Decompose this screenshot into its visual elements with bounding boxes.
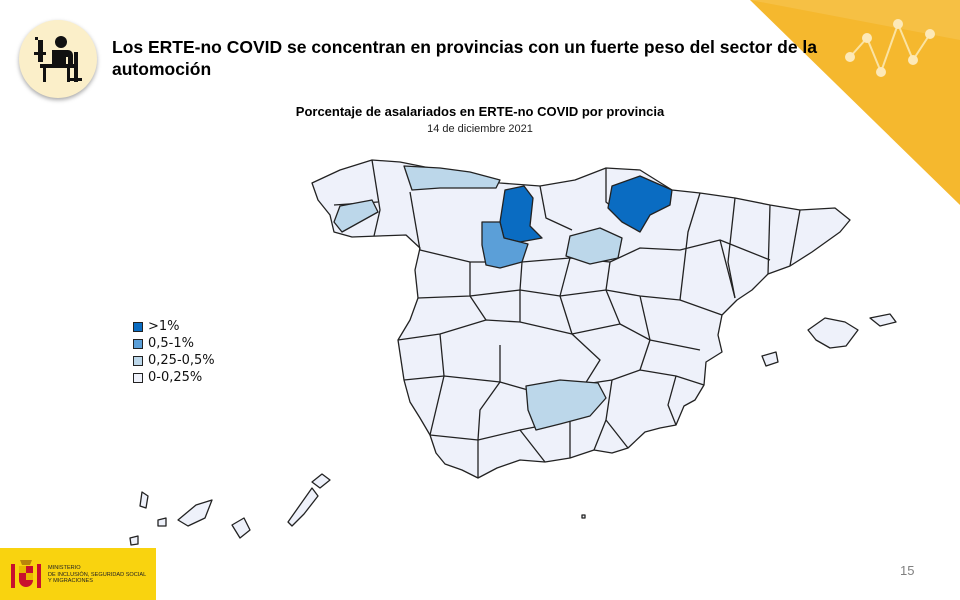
island-ibiza [761, 351, 779, 367]
island-la-palma [139, 491, 149, 509]
network-dots-icon [845, 19, 935, 77]
province-jaen [525, 379, 607, 431]
coat-of-arms-icon [11, 560, 41, 588]
legend-swatch [133, 355, 143, 366]
legend-item: 0-0,25% [133, 369, 215, 386]
page-number: 15 [900, 563, 915, 578]
map-title: Porcentaje de asalariados en ERTE-no COV… [295, 104, 665, 119]
legend-swatch [133, 372, 143, 383]
legend-label: >1% [148, 319, 180, 334]
legend-item: 0,5-1% [133, 335, 215, 352]
slide-title: Los ERTE-no COVID se concentran en provi… [112, 37, 818, 79]
ministry-line: Y MIGRACIONES [48, 578, 93, 585]
mainland-outline [311, 159, 851, 479]
province-soria [565, 227, 623, 265]
legend-label: 0-0,25% [148, 370, 203, 385]
island-fuerteventura [287, 487, 319, 527]
worker-badge [19, 20, 97, 98]
island-tenerife [177, 499, 213, 527]
island-lanzarote [311, 473, 331, 489]
province-asturias [403, 165, 501, 191]
map-date: 14 de diciembre 2021 [427, 123, 533, 135]
island-gran-canaria [231, 517, 251, 539]
province-navarra [607, 175, 673, 233]
ministry-logo: MINISTERIO DE INCLUSIÓN, SEGURIDAD SOCIA… [0, 548, 156, 600]
ministry-line: DE INCLUSIÓN, SEGURIDAD SOCIAL [48, 571, 147, 578]
legend-label: 0,25-0,5% [148, 353, 215, 368]
province-valladolid [481, 221, 529, 269]
ministry-line: MINISTERIO [48, 565, 81, 571]
island-mallorca [807, 317, 859, 349]
legend-label: 0,5-1% [148, 336, 194, 351]
map-legend: >1% 0,5-1% 0,25-0,5% 0-0,25% [133, 318, 215, 386]
legend-item: 0,25-0,5% [133, 352, 215, 369]
island-menorca [869, 313, 897, 327]
worker-at-desk-icon [34, 36, 82, 82]
province-pontevedra [333, 199, 379, 233]
legend-item: >1% [133, 318, 215, 335]
legend-swatch [133, 338, 143, 349]
legend-swatch [133, 321, 143, 332]
corner-decoration [750, 0, 960, 205]
ceuta-melilla [581, 514, 586, 519]
island-la-gomera [157, 517, 167, 527]
island-el-hierro [129, 535, 139, 546]
